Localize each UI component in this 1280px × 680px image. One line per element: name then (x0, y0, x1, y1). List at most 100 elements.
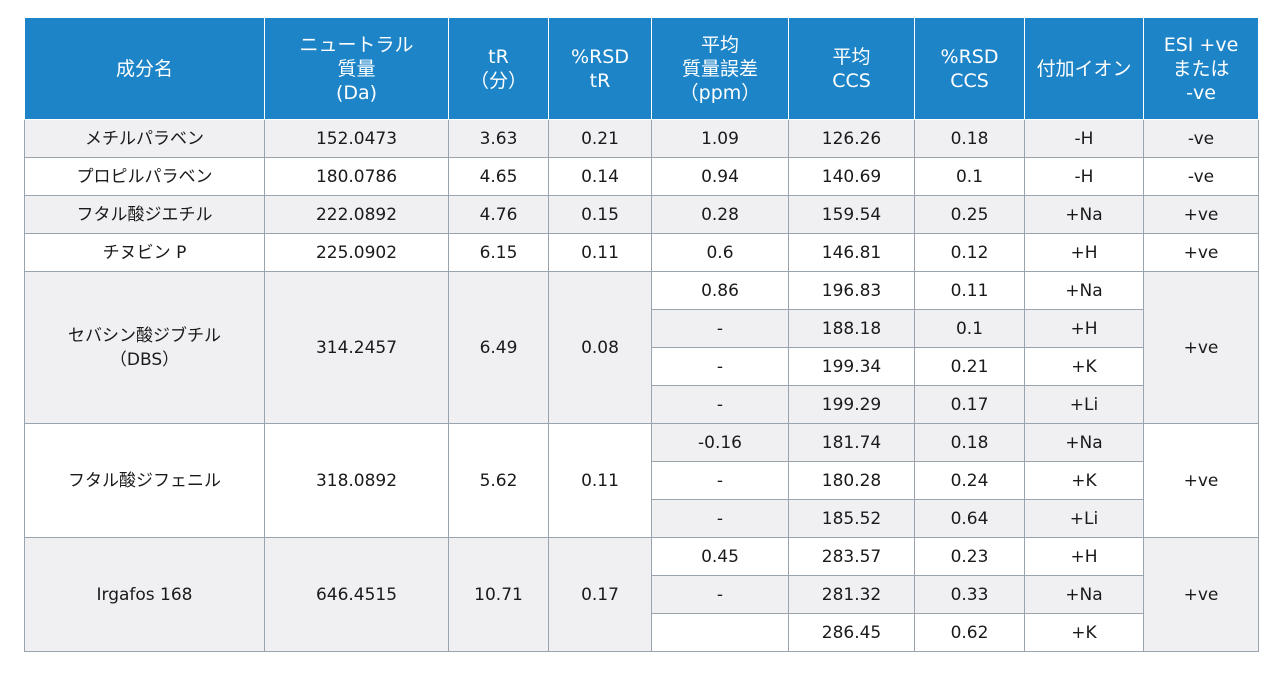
mass-error: 0.6 (651, 233, 789, 272)
ccs: 146.81 (788, 233, 915, 272)
table-row: - 281.32 0.33 +Na (25, 575, 1259, 614)
header-ccs: 平均 CCS (788, 17, 915, 120)
ccs: 185.52 (788, 499, 915, 538)
header-retention-time: tR （分） (448, 17, 549, 120)
table-row: - 180.28 0.24 +K (25, 461, 1259, 500)
header-esi-mode: ESI +ve または -ve (1143, 17, 1259, 120)
header-mass-error: 平均 質量誤差 （ppm） (651, 17, 789, 120)
table-row: - 199.29 0.17 +Li (25, 385, 1259, 424)
rsd-ccs: 0.33 (914, 575, 1025, 614)
rsd-tr: 0.17 (548, 537, 652, 652)
mass-error (651, 613, 789, 652)
esi-mode: +ve (1143, 423, 1259, 538)
adduct: -H (1024, 119, 1144, 158)
compound-name: フタル酸ジフェニル (24, 423, 265, 538)
table-row: プロピルパラベン 180.0786 4.65 0.14 0.94 140.69 … (24, 157, 1259, 196)
rsd-ccs: 0.62 (914, 613, 1025, 652)
mass-error: - (651, 385, 789, 424)
neutral-mass: 222.0892 (264, 195, 449, 234)
ccs: 196.83 (788, 271, 915, 310)
rsd-ccs: 0.24 (914, 461, 1025, 500)
mass-error: - (651, 575, 789, 614)
rsd-tr: 0.11 (548, 233, 652, 272)
table-row: - 199.34 0.21 +K (25, 347, 1259, 386)
rsd-ccs: 0.12 (914, 233, 1025, 272)
mass-error: - (651, 499, 789, 538)
rsd-ccs: 0.23 (914, 537, 1025, 576)
rsd-tr: 0.14 (548, 157, 652, 196)
compound-name: チヌビン P (24, 233, 265, 272)
retention-time: 4.76 (448, 195, 549, 234)
header-neutral-mass: ニュートラル 質量 (Da) (264, 17, 449, 120)
compound-name: セバシン酸ジブチル （DBS） (24, 271, 265, 424)
neutral-mass: 318.0892 (264, 423, 449, 538)
ccs: 199.34 (788, 347, 915, 386)
retention-time: 10.71 (448, 537, 549, 652)
table-row: チヌビン P 225.0902 6.15 0.11 0.6 146.81 0.1… (24, 233, 1259, 272)
table-row: - 185.52 0.64 +Li (25, 499, 1259, 538)
mass-error: - (651, 309, 789, 348)
ccs: 180.28 (788, 461, 915, 500)
mass-error: 0.94 (651, 157, 789, 196)
rsd-ccs: 0.25 (914, 195, 1025, 234)
adduct: +H (1024, 309, 1144, 348)
header-adduct: 付加イオン (1024, 17, 1144, 120)
esi-mode: +ve (1143, 537, 1259, 652)
neutral-mass: 646.4515 (264, 537, 449, 652)
adduct: +K (1024, 613, 1144, 652)
ccs: 281.32 (788, 575, 915, 614)
rsd-tr: 0.11 (548, 423, 652, 538)
mass-error: - (651, 461, 789, 500)
mass-error: 0.28 (651, 195, 789, 234)
adduct: +H (1024, 233, 1144, 272)
ccs: 159.54 (788, 195, 915, 234)
compound-name: プロピルパラベン (24, 157, 265, 196)
retention-time: 6.15 (448, 233, 549, 272)
adduct: +Li (1024, 499, 1144, 538)
esi-mode: +ve (1143, 195, 1259, 234)
adduct: +K (1024, 461, 1144, 500)
adduct: +H (1024, 537, 1144, 576)
esi-mode: -ve (1143, 157, 1259, 196)
ccs: 126.26 (788, 119, 915, 158)
header-row: 成分名 ニュートラル 質量 (Da) tR （分） %RSD tR 平均 質量誤… (24, 17, 1259, 120)
adduct: +K (1024, 347, 1144, 386)
header-rsd-tr: %RSD tR (548, 17, 652, 120)
adduct: +Na (1024, 195, 1144, 234)
ccs: 181.74 (788, 423, 915, 462)
esi-mode: -ve (1143, 119, 1259, 158)
adduct: +Na (1024, 271, 1144, 310)
table-row: フタル酸ジエチル 222.0892 4.76 0.15 0.28 159.54 … (24, 195, 1259, 234)
retention-time: 6.49 (448, 271, 549, 424)
rsd-ccs: 0.18 (914, 423, 1025, 462)
rsd-ccs: 0.21 (914, 347, 1025, 386)
esi-mode: +ve (1143, 233, 1259, 272)
rsd-ccs: 0.1 (914, 309, 1025, 348)
compound-table: 成分名 ニュートラル 質量 (Da) tR （分） %RSD tR 平均 質量誤… (24, 17, 1259, 652)
mass-error: 1.09 (651, 119, 789, 158)
compound-name: Irgafos 168 (24, 537, 265, 652)
mass-error: - (651, 347, 789, 386)
adduct: -H (1024, 157, 1144, 196)
compound-name: フタル酸ジエチル (24, 195, 265, 234)
ccs: 199.29 (788, 385, 915, 424)
ccs: 286.45 (788, 613, 915, 652)
table-row: メチルパラベン 152.0473 3.63 0.21 1.09 126.26 0… (24, 119, 1259, 158)
compound-name: メチルパラベン (24, 119, 265, 158)
header-compound-name: 成分名 (24, 17, 265, 120)
rsd-ccs: 0.17 (914, 385, 1025, 424)
ccs: 283.57 (788, 537, 915, 576)
mass-error: -0.16 (651, 423, 789, 462)
ccs: 140.69 (788, 157, 915, 196)
rsd-tr: 0.15 (548, 195, 652, 234)
retention-time: 5.62 (448, 423, 549, 538)
adduct: +Na (1024, 423, 1144, 462)
adduct: +Li (1024, 385, 1144, 424)
rsd-ccs: 0.11 (914, 271, 1025, 310)
mass-error: 0.86 (651, 271, 789, 310)
adduct: +Na (1024, 575, 1144, 614)
neutral-mass: 180.0786 (264, 157, 449, 196)
table-row: - 188.18 0.1 +H (25, 309, 1259, 348)
retention-time: 4.65 (448, 157, 549, 196)
ccs: 188.18 (788, 309, 915, 348)
